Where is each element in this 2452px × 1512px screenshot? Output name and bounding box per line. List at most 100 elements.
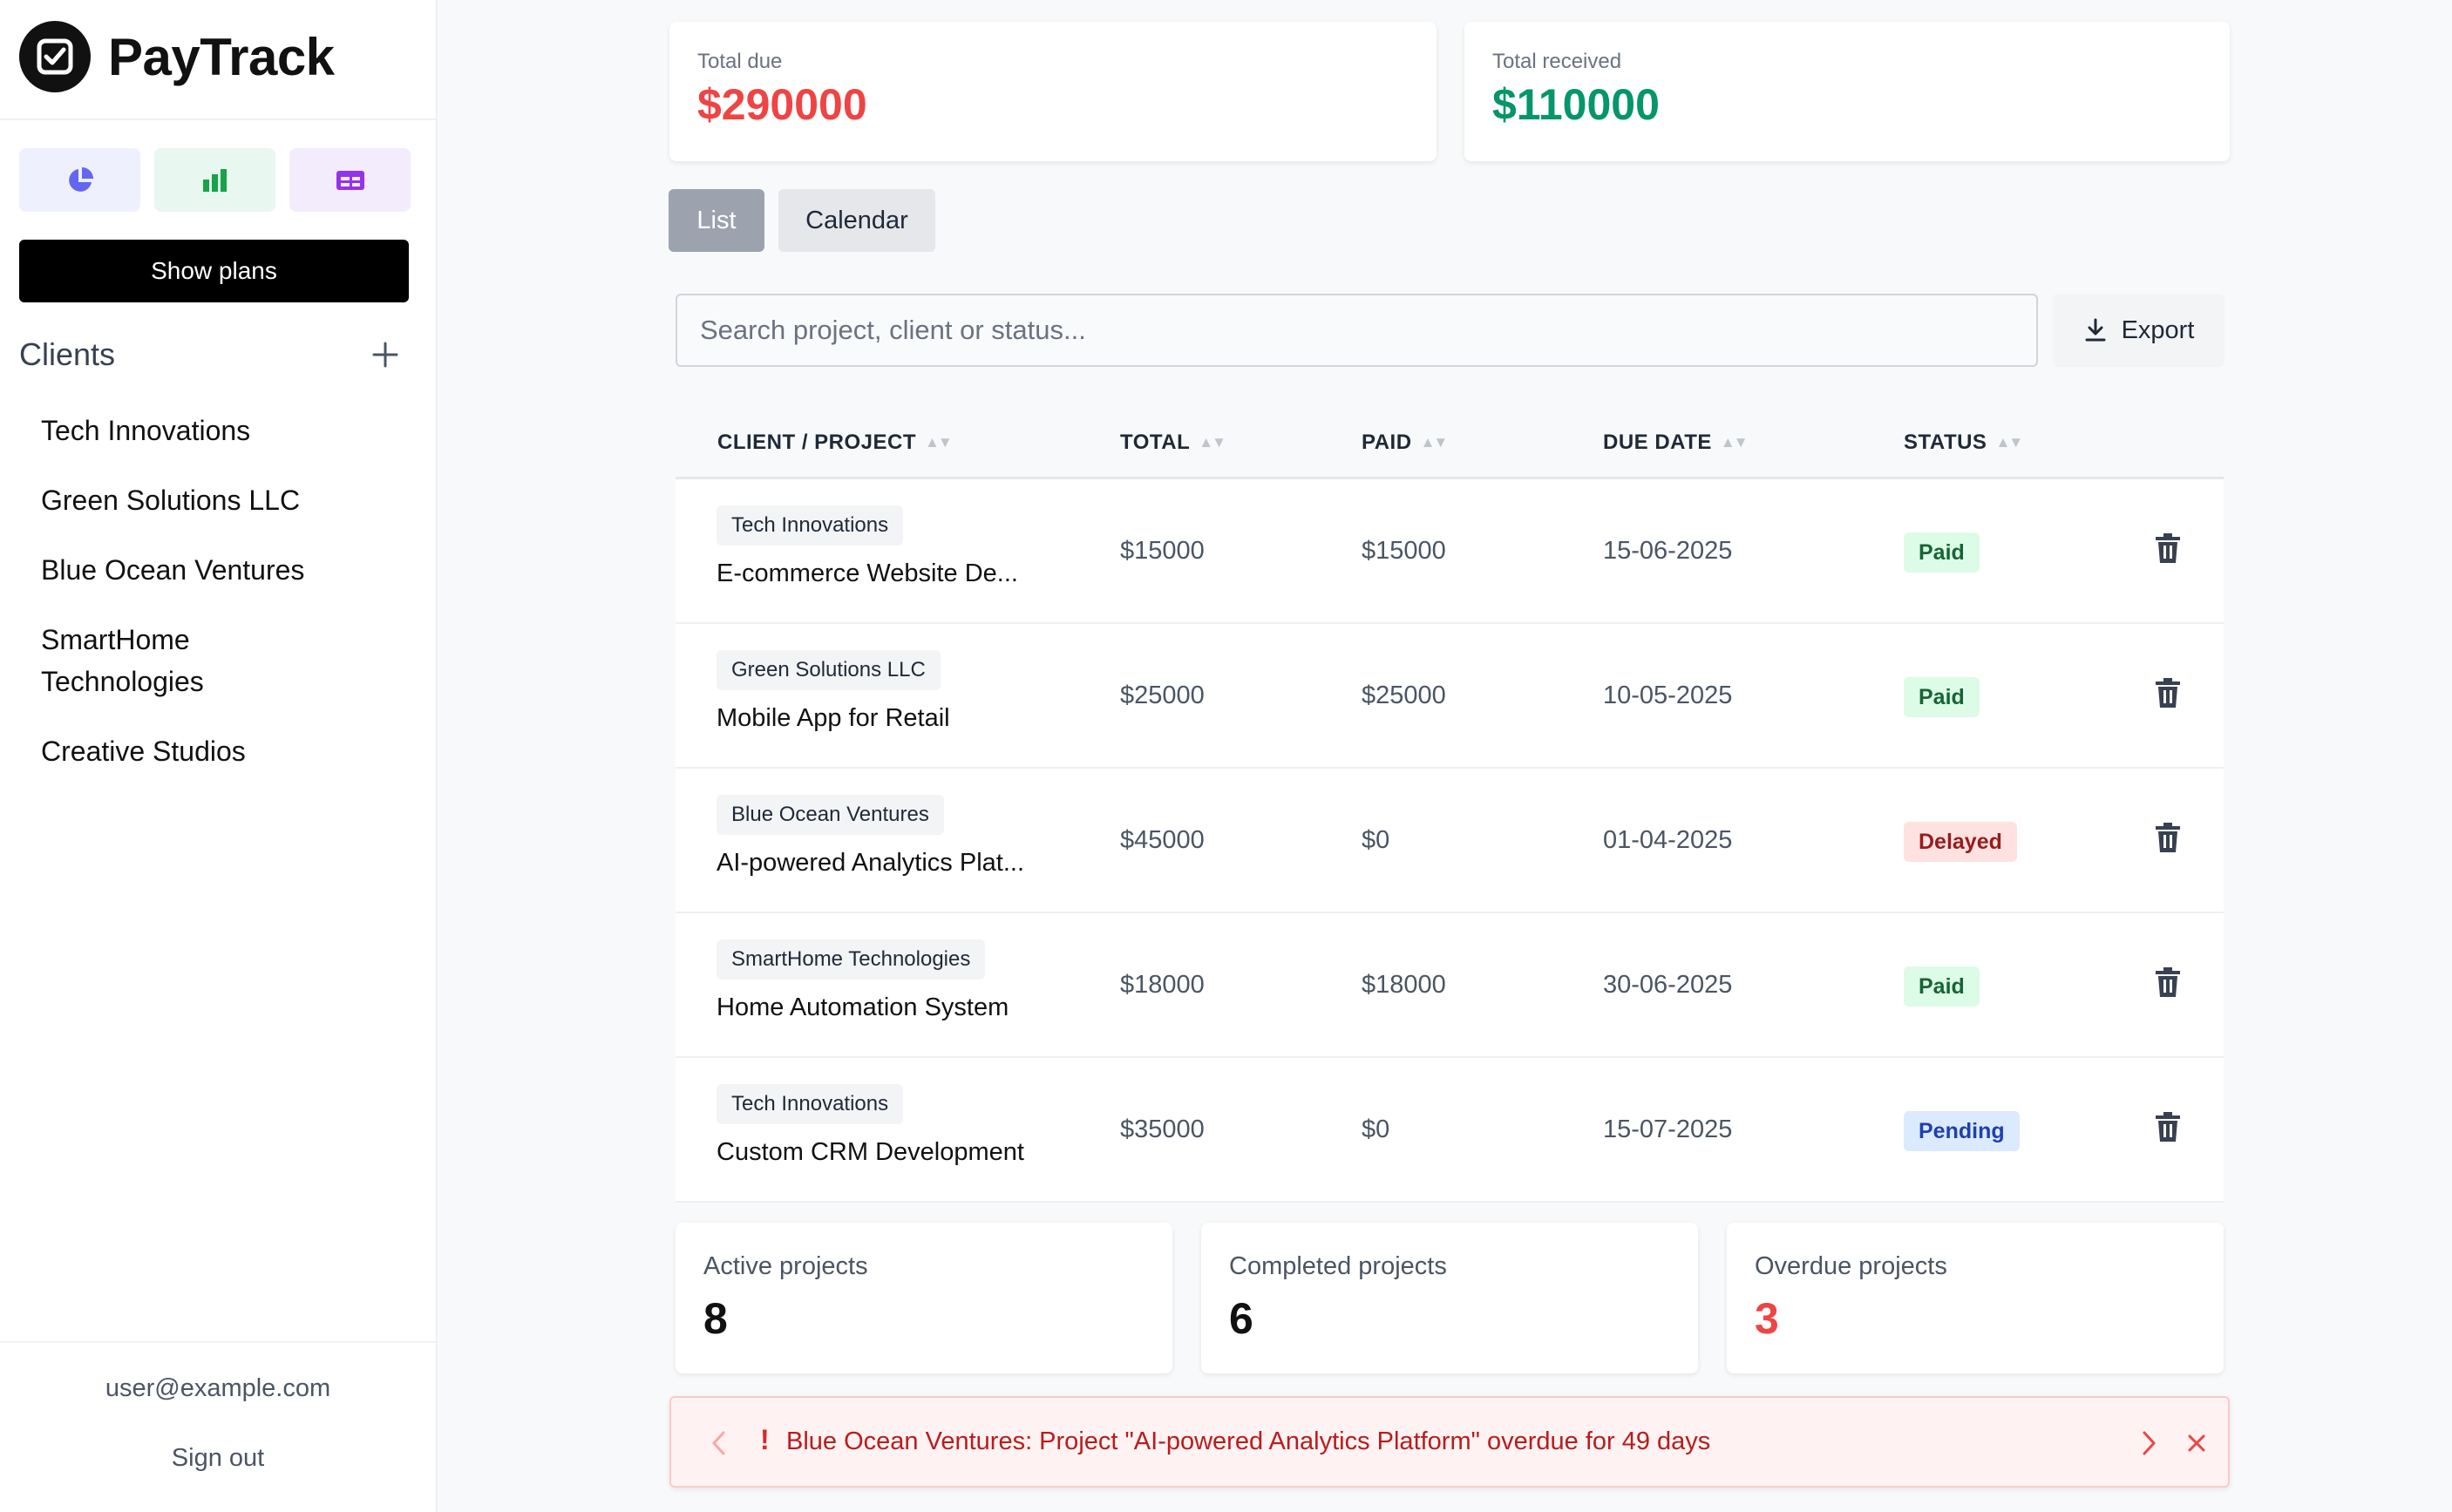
paid-cell: $15000	[1362, 537, 1446, 565]
trash-icon	[2156, 678, 2180, 708]
due-date-cell: 15-07-2025	[1603, 1115, 1733, 1143]
header-client-project[interactable]: CLIENT / PROJECT ▲▼	[717, 431, 953, 455]
status-badge: Paid	[1904, 532, 1980, 573]
alert-message: Blue Ocean Ventures: Project "AI-powered…	[786, 1427, 1711, 1455]
overdue-projects-label: Overdue projects	[1755, 1252, 1947, 1280]
header-due-date[interactable]: DUE DATE ▲▼	[1603, 431, 1749, 455]
total-cell: $35000	[1120, 1115, 1205, 1143]
client-item[interactable]: SmartHome Technologies	[41, 624, 204, 697]
header-label: CLIENT / PROJECT	[717, 431, 917, 454]
app-name: PayTrack	[108, 27, 335, 86]
total-due-card: Total due $290000	[669, 22, 1437, 161]
sort-icon: ▲▼	[1720, 434, 1749, 451]
clients-title: Clients	[19, 336, 116, 372]
trash-icon	[2156, 823, 2180, 852]
alert-previous-button[interactable]	[706, 1426, 732, 1461]
completed-projects-value: 6	[1229, 1294, 1253, 1343]
card-list-icon	[336, 170, 364, 190]
sign-out-link[interactable]: Sign out	[171, 1444, 265, 1472]
client-tag[interactable]: SmartHome Technologies	[717, 939, 986, 980]
delete-button[interactable]	[2150, 963, 2185, 1001]
header-paid[interactable]: PAID ▲▼	[1362, 431, 1449, 455]
overdue-projects-value: 3	[1755, 1294, 1779, 1343]
sidebar: PayTrack Show plans	[0, 0, 438, 1512]
alert-next-button[interactable]	[2136, 1426, 2162, 1461]
header-label: PAID	[1362, 431, 1412, 454]
user-email: user@example.com	[105, 1374, 331, 1402]
paid-cell: $0	[1362, 1115, 1390, 1143]
table-row: Tech Innovations Custom CRM Development …	[676, 1058, 2224, 1203]
delete-button[interactable]	[2150, 674, 2185, 712]
chevron-left-icon	[712, 1431, 725, 1455]
alert-close-button[interactable]	[2181, 1427, 2212, 1459]
pie-chart-view-button[interactable]	[19, 148, 140, 212]
trash-icon	[2156, 533, 2180, 563]
add-client-button[interactable]	[368, 337, 403, 372]
header-status[interactable]: STATUS ▲▼	[1904, 431, 2023, 455]
client-item[interactable]: Creative Studios	[41, 736, 246, 767]
total-cell: $25000	[1120, 681, 1205, 709]
total-due-value: $290000	[697, 80, 867, 129]
client-tag[interactable]: Blue Ocean Ventures	[717, 795, 944, 835]
header-label: TOTAL	[1120, 431, 1191, 454]
header-total[interactable]: TOTAL ▲▼	[1120, 431, 1226, 455]
project-name[interactable]: Custom CRM Development	[717, 1138, 1024, 1166]
delete-button[interactable]	[2150, 529, 2185, 567]
paid-cell: $25000	[1362, 681, 1446, 709]
header-label: STATUS	[1904, 431, 1987, 454]
chevron-right-icon	[2143, 1431, 2156, 1455]
check-badge-icon	[19, 21, 91, 92]
total-cell: $45000	[1120, 826, 1205, 854]
active-projects-card: Active projects 8	[676, 1223, 1172, 1373]
active-projects-value: 8	[703, 1294, 728, 1343]
close-icon	[2188, 1434, 2205, 1452]
header-label: DUE DATE	[1603, 431, 1712, 454]
due-date-cell: 01-04-2025	[1603, 826, 1733, 854]
project-name[interactable]: E-commerce Website De...	[717, 559, 1018, 587]
sidebar-footer: user@example.com Sign out	[0, 1341, 436, 1512]
clients-header: Clients	[19, 336, 403, 373]
delete-button[interactable]	[2150, 818, 2185, 857]
total-cell: $18000	[1120, 971, 1205, 999]
project-name[interactable]: Mobile App for Retail	[717, 704, 950, 732]
export-label: Export	[2121, 315, 2195, 344]
client-item[interactable]: Tech Innovations	[41, 415, 251, 446]
table-row: Green Solutions LLC Mobile App for Retai…	[676, 624, 2224, 769]
client-item[interactable]: Blue Ocean Ventures	[41, 554, 305, 586]
status-badge: Paid	[1904, 677, 1980, 717]
active-projects-label: Active projects	[703, 1252, 868, 1280]
search-input[interactable]	[676, 294, 2038, 367]
sort-icon: ▲▼	[1420, 434, 1449, 451]
table-row: Tech Innovations E-commerce Website De..…	[676, 479, 2224, 624]
sort-icon: ▲▼	[925, 434, 953, 451]
export-button[interactable]: Export	[2053, 294, 2224, 367]
client-tag[interactable]: Tech Innovations	[717, 505, 904, 546]
tab-list[interactable]: List	[669, 189, 764, 252]
view-switch	[19, 148, 411, 212]
warning-icon: !	[760, 1424, 770, 1455]
divider	[0, 119, 436, 120]
table-row: SmartHome Technologies Home Automation S…	[676, 913, 2224, 1058]
client-list: Tech Innovations Green Solutions LLC Blu…	[41, 410, 407, 800]
trash-icon	[2156, 967, 2180, 997]
show-plans-button[interactable]: Show plans	[19, 240, 409, 302]
total-received-card: Total received $110000	[1464, 22, 2230, 161]
delete-button[interactable]	[2150, 1108, 2185, 1146]
client-tag[interactable]: Tech Innovations	[717, 1084, 904, 1124]
sort-icon: ▲▼	[1199, 434, 1226, 451]
card-list-view-button[interactable]	[289, 148, 411, 212]
overdue-alert: ! Blue Ocean Ventures: Project "AI-power…	[669, 1396, 2230, 1488]
total-received-label: Total received	[1492, 50, 1622, 73]
brand[interactable]: PayTrack	[19, 21, 335, 92]
client-tag[interactable]: Green Solutions LLC	[717, 650, 941, 690]
project-name[interactable]: AI-powered Analytics Plat...	[717, 849, 1024, 877]
total-cell: $15000	[1120, 537, 1205, 565]
completed-projects-card: Completed projects 6	[1201, 1223, 1698, 1373]
bar-chart-icon	[202, 168, 227, 192]
project-name[interactable]: Home Automation System	[717, 993, 1009, 1021]
tab-calendar[interactable]: Calendar	[778, 189, 935, 252]
bar-chart-view-button[interactable]	[154, 148, 275, 212]
view-tabs: List Calendar	[669, 189, 935, 252]
client-item[interactable]: Green Solutions LLC	[41, 485, 301, 516]
total-received-value: $110000	[1492, 80, 1660, 129]
